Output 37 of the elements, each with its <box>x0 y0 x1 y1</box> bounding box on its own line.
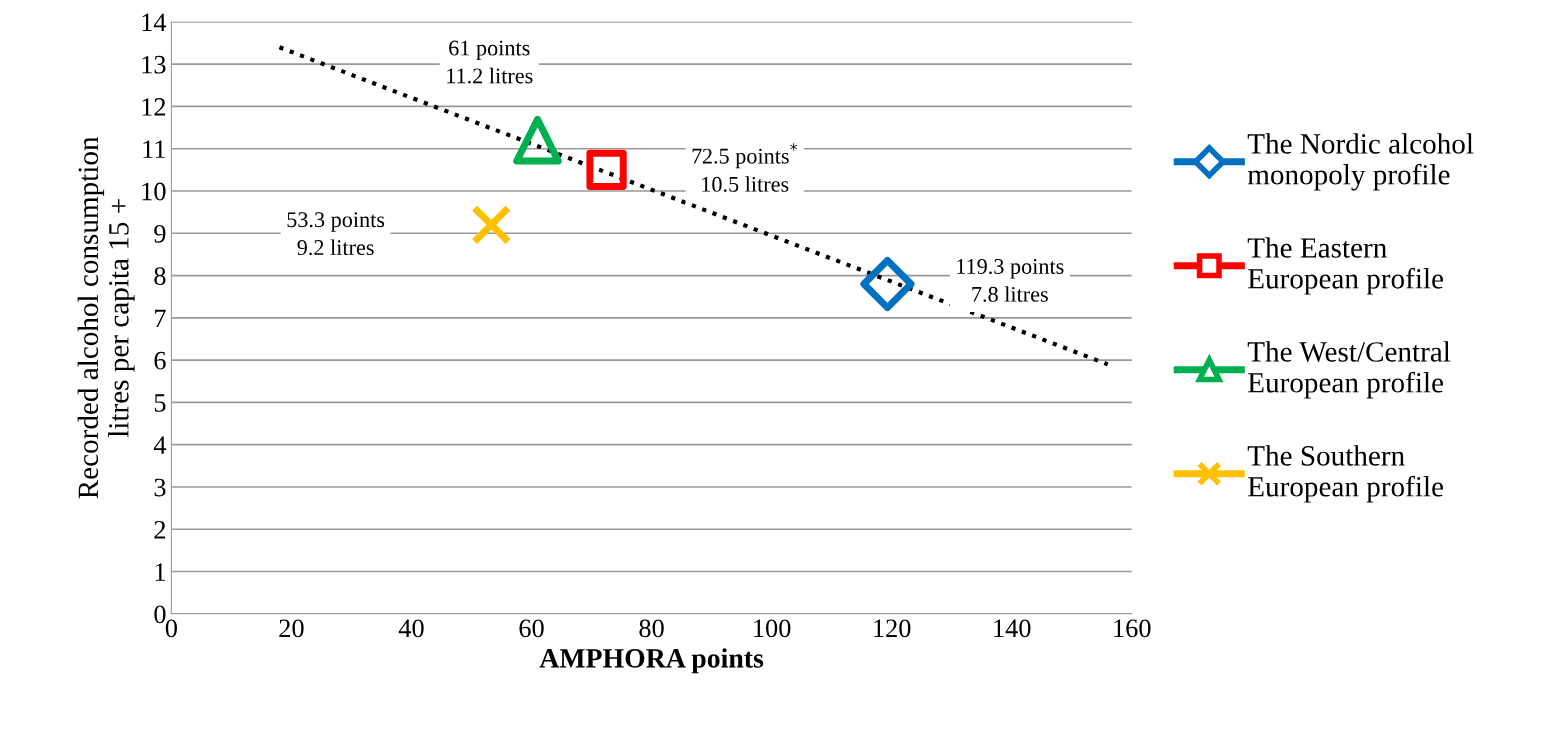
y-tick-label: 10 <box>142 182 166 201</box>
y-tick-label: 5 <box>154 394 166 412</box>
legend-label: The Nordic alcohol monopoly profile <box>1247 133 1474 191</box>
annotation: 61 points 11.2 litres <box>447 40 533 84</box>
annotation: 119.3 points 7.8 litres <box>957 259 1064 302</box>
x-tick-label: 20 <box>279 619 304 638</box>
x-tick-label: 140 <box>994 619 1031 638</box>
x-tick-label: 120 <box>874 619 911 638</box>
y-tick-label: 14 <box>142 13 167 32</box>
legend-label: The Eastern European profile <box>1247 237 1443 295</box>
y-tick-label: 8 <box>154 267 166 285</box>
y-tick-label: 7 <box>155 309 166 327</box>
y-tick-label: 0 <box>154 605 166 624</box>
annotation: 53.3 points 9.2 litres <box>287 212 385 256</box>
y-tick-label: 9 <box>154 224 166 243</box>
legend-label: The West/Central European profile <box>1247 341 1451 399</box>
x-tick-label: 40 <box>398 619 424 638</box>
point <box>471 204 512 245</box>
x-axis-title: AMPHORA points <box>539 648 764 674</box>
y-tick-label: 11 <box>143 140 165 158</box>
point <box>860 256 915 312</box>
y-axis-title: Recorded alcohol consumption litres per capita 15 + <box>77 136 135 499</box>
x-tick-label: 100 <box>754 619 791 638</box>
point <box>586 149 627 190</box>
x-tick-label: 80 <box>639 619 664 638</box>
point <box>513 115 562 165</box>
y-tick-label: 1 <box>155 563 165 581</box>
x-tick-label: 160 <box>1114 619 1151 638</box>
y-tick-label: 12 <box>142 98 166 116</box>
text: 72.5 points$^{*}$ 10.5 litres <box>692 143 798 192</box>
y-tick-label: 6 <box>154 351 166 370</box>
y-tick-label: 3 <box>154 478 166 497</box>
y-tick-label: 13 <box>142 55 166 74</box>
legend-label: The Southern European profile <box>1247 445 1443 503</box>
y-tick-label: 2 <box>154 520 166 539</box>
x-tick-label: 60 <box>519 619 544 638</box>
y-tick-label: 4 <box>153 436 167 454</box>
